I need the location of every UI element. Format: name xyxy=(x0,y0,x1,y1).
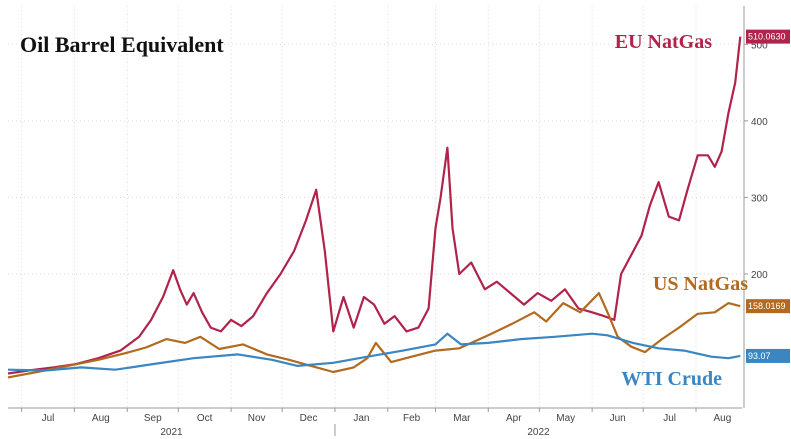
series-line-2 xyxy=(7,292,741,379)
y-axis: 200 300 400 500 xyxy=(743,6,768,408)
gridlines xyxy=(8,6,742,408)
last-value-badge-3: 93.07 xyxy=(746,348,790,363)
badge-background xyxy=(746,299,790,314)
x-tick-label: Nov xyxy=(248,413,266,424)
badge-value: 158.0169 xyxy=(748,301,786,311)
x-tick-label: Jul xyxy=(663,413,676,424)
badge-background xyxy=(746,29,790,44)
x-tick-label: Jul xyxy=(42,413,55,424)
x-tick-label: May xyxy=(556,413,575,424)
x-tick-label: Jun xyxy=(610,413,626,424)
series-label-2: US NatGas xyxy=(653,273,748,295)
last-value-badge-2: 158.0169 xyxy=(746,299,790,314)
x-year-label: 2021 xyxy=(160,427,183,438)
x-tick-label: Oct xyxy=(197,413,213,424)
x-tick-label: Aug xyxy=(92,413,110,424)
x-tick-label: Feb xyxy=(403,413,421,424)
x-tick-label: Mar xyxy=(453,413,471,424)
last-value-badge-1: 510.0630 xyxy=(746,29,790,44)
last-value-badges: 510.0630 158.0169 93.07 xyxy=(746,29,790,363)
y-tick-label: 300 xyxy=(751,193,768,204)
x-tick-label: Dec xyxy=(300,413,318,424)
plot-area xyxy=(0,0,745,412)
chart-title: Oil Barrel Equivalent xyxy=(20,32,224,57)
series-line-1 xyxy=(7,36,742,375)
x-axis: Jul Aug Sep Oct Nov Dec Jan Feb Mar Apr May Jun Jul A… xyxy=(8,407,742,438)
badge-value: 93.07 xyxy=(748,351,771,361)
series-labels: EU NatGas US NatGas WTI Crude xyxy=(615,31,748,390)
x-tick-label: Aug xyxy=(714,413,732,424)
badge-background xyxy=(746,348,790,363)
x-year-label: 2022 xyxy=(527,427,550,438)
y-tick-label: 400 xyxy=(751,117,768,128)
series-label-3: WTI Crude xyxy=(621,368,722,390)
badge-value: 510.0630 xyxy=(748,32,786,42)
x-tick-label: Apr xyxy=(506,413,522,424)
series-label-1: EU NatGas xyxy=(615,31,712,53)
series-lines xyxy=(7,36,742,379)
series-line-3 xyxy=(7,332,741,372)
x-tick-label: Jan xyxy=(353,413,369,424)
y-tick-label: 500 xyxy=(751,40,768,51)
x-tick-label: Sep xyxy=(144,413,162,424)
y-tick-label: 200 xyxy=(751,270,768,281)
